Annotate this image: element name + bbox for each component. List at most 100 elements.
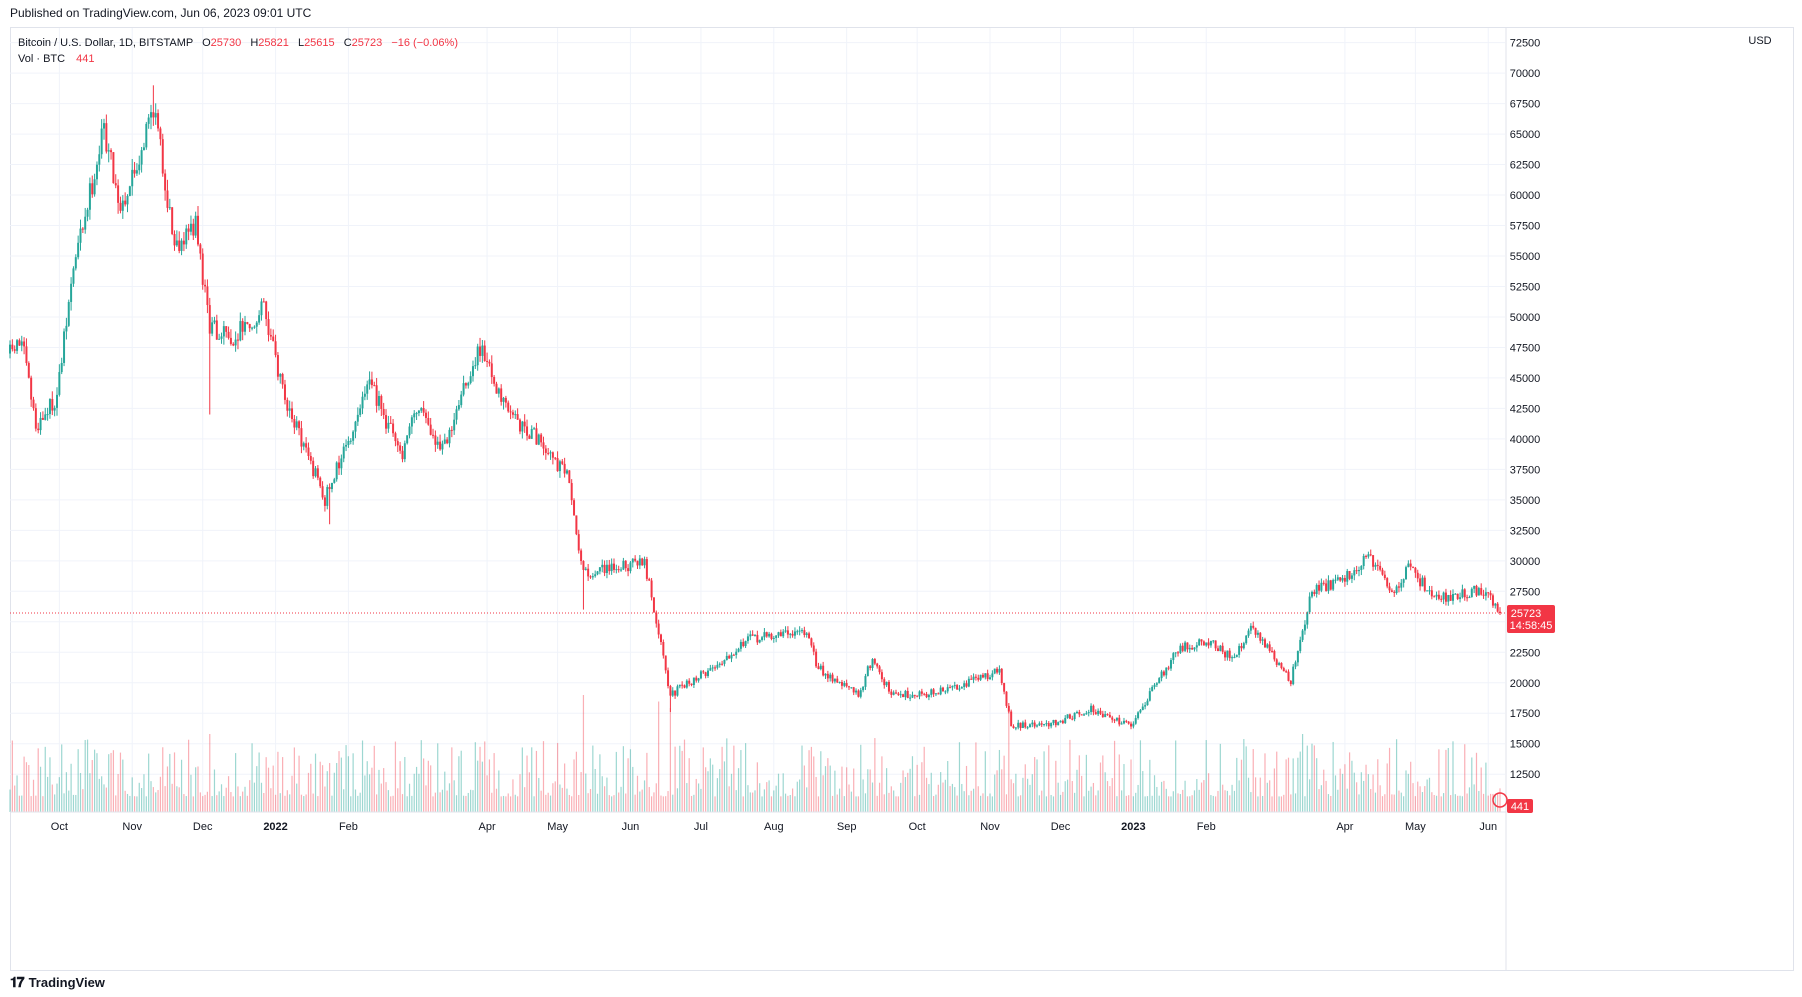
candle-body xyxy=(279,374,282,377)
candle-body xyxy=(634,558,637,561)
volume-bar xyxy=(336,762,338,812)
candle-body xyxy=(1315,584,1318,595)
volume-label: Vol · BTC xyxy=(18,53,66,65)
x-tick-label: Feb xyxy=(1197,821,1216,833)
volume-bar xyxy=(343,789,345,812)
candle-body xyxy=(831,674,834,682)
volume-bar xyxy=(848,784,850,812)
candle-body xyxy=(1026,727,1029,729)
candle-body xyxy=(1463,589,1466,598)
candle-body xyxy=(18,340,21,346)
volume-bar xyxy=(91,760,93,812)
volume-bar xyxy=(1461,796,1463,812)
candle-body xyxy=(1494,603,1497,606)
volume-bar xyxy=(1090,786,1092,812)
candle-body xyxy=(380,396,383,409)
volume-bar xyxy=(1287,757,1290,812)
candle-body xyxy=(584,568,587,570)
volume-bar xyxy=(676,788,679,812)
volume-bar xyxy=(733,745,735,812)
candle-body xyxy=(1482,594,1485,596)
volume-bar xyxy=(1381,796,1384,812)
candle-body xyxy=(1339,577,1342,581)
change-value: −16 (−0.06%) xyxy=(391,37,458,49)
volume-bar xyxy=(1078,755,1080,812)
volume-bar xyxy=(1379,785,1381,812)
candle-body xyxy=(138,164,141,171)
volume-bar xyxy=(1323,769,1325,812)
volume-bar xyxy=(923,746,925,812)
candle-body xyxy=(429,424,432,435)
volume-bar xyxy=(1240,759,1243,812)
candle-body xyxy=(1252,625,1255,628)
volume-bar xyxy=(998,749,1001,812)
volume-bar xyxy=(1146,796,1149,812)
volume-bar xyxy=(373,745,375,812)
candle-body xyxy=(1200,639,1203,642)
tradingview-brand[interactable]: 𝟏𝟕 TradingView xyxy=(10,974,105,991)
volume-bar xyxy=(1217,790,1219,812)
volume-bar xyxy=(1229,795,1231,812)
candle-body xyxy=(533,428,536,430)
candle-body xyxy=(1299,639,1302,652)
volume-bar xyxy=(968,795,970,812)
candle-body xyxy=(1419,578,1422,587)
candle-body xyxy=(862,686,865,691)
candle-body xyxy=(977,677,980,680)
volume-bar xyxy=(162,747,164,812)
candle-body xyxy=(1289,680,1292,685)
high-value: 25821 xyxy=(258,37,289,49)
candle-body xyxy=(974,676,977,678)
volume-bar xyxy=(853,768,855,812)
volume-bar xyxy=(902,770,904,812)
candle-body xyxy=(265,301,268,320)
volume-bar xyxy=(531,747,533,812)
volume-bar xyxy=(601,776,603,812)
candle-body xyxy=(981,674,984,678)
candle-body xyxy=(215,320,218,340)
candle-body xyxy=(178,240,181,251)
candle-body xyxy=(330,482,333,490)
volume-bar xyxy=(1048,745,1050,812)
candle-body xyxy=(185,228,188,245)
candle-body xyxy=(542,442,545,449)
candle-body xyxy=(1372,555,1375,567)
candle-body xyxy=(887,681,890,692)
volume-bar xyxy=(150,781,152,812)
volume-bar xyxy=(401,794,404,812)
volume-bar xyxy=(1149,759,1151,812)
candle-body xyxy=(784,630,787,632)
x-tick-label: May xyxy=(1405,821,1426,833)
volume-bar xyxy=(956,795,958,812)
volume-bar xyxy=(561,787,563,812)
candle-body xyxy=(1134,718,1137,724)
volume-bar xyxy=(493,753,495,812)
volume-bar xyxy=(152,787,154,812)
volume-bar xyxy=(674,746,676,812)
volume-bar xyxy=(742,796,744,812)
candle-body xyxy=(751,634,754,636)
volume-bar xyxy=(1106,781,1109,812)
volume-bar xyxy=(662,796,664,812)
volume-bar xyxy=(925,777,928,812)
candle-body xyxy=(667,670,670,687)
volume-bar xyxy=(524,787,526,812)
volume-bar xyxy=(1374,792,1377,812)
volume-bar xyxy=(559,784,561,812)
candle-body xyxy=(671,690,674,696)
volume-bar xyxy=(1266,782,1268,812)
volume-bar xyxy=(850,791,852,812)
volume-bar xyxy=(653,792,655,812)
candle-body xyxy=(74,257,77,269)
volume-bar xyxy=(1144,796,1146,812)
volume-bar xyxy=(538,777,540,812)
volume-bar xyxy=(1017,796,1019,812)
volume-bar xyxy=(1435,795,1438,812)
events-icon[interactable] xyxy=(1492,792,1508,808)
volume-bar xyxy=(472,790,474,812)
candle-body xyxy=(965,683,968,687)
x-tick-label: Feb xyxy=(339,821,358,833)
volume-bar xyxy=(366,761,368,812)
candle-body xyxy=(1329,580,1332,590)
